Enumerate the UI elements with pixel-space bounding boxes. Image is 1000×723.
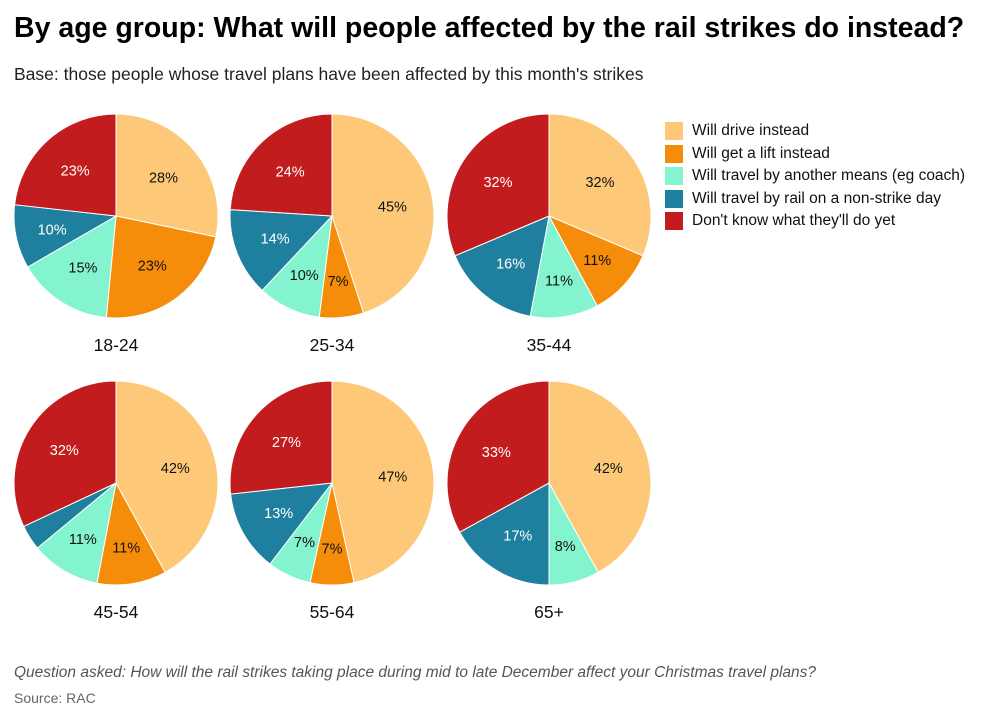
slice-data-label: 15% <box>68 261 97 277</box>
pie-slice-rail-non-strike[interactable] <box>458 482 550 586</box>
pie-chart-35-44: 32% 11% 11% 16% 32% 35-44 <box>446 113 652 355</box>
pie-slice-drive[interactable] <box>548 380 652 574</box>
pie-slice-dont-know[interactable] <box>229 380 333 495</box>
pie-age-group-label: 65+ <box>534 602 564 622</box>
legend-swatch-lift <box>665 144 683 163</box>
slice-data-label: 24% <box>276 164 305 180</box>
slice-data-label: 33% <box>482 445 511 461</box>
pie-slice-dont-know[interactable] <box>229 113 333 217</box>
legend-swatch-other-means <box>665 167 683 186</box>
pie-chart-25-34: 45% 7% 10% 14% 24% 25-34 <box>229 113 435 355</box>
pie-slice-dont-know[interactable] <box>14 113 117 217</box>
slice-data-label: 16% <box>496 257 525 273</box>
pie-chart-18-24: 28% 23% 15% 10% 23% 18-24 <box>13 113 219 355</box>
pie-slice-rail-non-strike[interactable] <box>454 215 550 317</box>
legend-label: Will travel by another means (eg coach) <box>692 167 966 185</box>
slice-data-label: 11% <box>583 253 611 269</box>
pie-age-group-label: 18-24 <box>94 335 139 355</box>
pie-chart-65+: 42% 8% 17% 33% 65+ <box>446 380 652 622</box>
pie-slice-dont-know[interactable] <box>446 113 550 257</box>
pie-slice-other-means[interactable] <box>26 215 117 319</box>
chart-title: By age group: What will people affected … <box>14 12 965 44</box>
pie-slice-dont-know[interactable] <box>13 380 117 528</box>
slice-data-label: 42% <box>161 461 190 477</box>
pie-chart-45-54: 42% 11% 11% 32% 45-54 <box>13 380 219 622</box>
pie-slice-dont-know[interactable] <box>446 380 550 533</box>
slice-data-label: 17% <box>503 529 532 545</box>
pie-slice-drive[interactable] <box>331 113 435 314</box>
pie-age-group-label: 35-44 <box>527 335 572 355</box>
slice-data-label: 23% <box>61 163 90 179</box>
slice-data-label: 42% <box>594 461 623 477</box>
slice-data-label: 8% <box>555 539 576 555</box>
slice-data-label: 45% <box>378 199 407 215</box>
source-note: Source: RAC <box>14 690 96 706</box>
slice-data-label: 27% <box>272 435 301 451</box>
slice-data-label: 11% <box>112 541 140 557</box>
pie-slice-lift[interactable] <box>547 214 644 307</box>
legend-item-drive[interactable]: Will drive instead <box>665 120 965 143</box>
pie-chart-55-64: 47%7%7%13%27%55-64 <box>229 380 435 622</box>
slice-data-label: 11% <box>69 532 97 548</box>
pie-slice-lift[interactable] <box>96 481 166 586</box>
slice-data-label: 28% <box>149 170 178 186</box>
slice-data-label: 32% <box>483 175 512 191</box>
legend-swatch-rail-non-strike <box>665 189 683 208</box>
slice-data-label: 13% <box>264 506 293 522</box>
pie-slice-drive[interactable] <box>115 113 219 238</box>
legend-label: Will get a lift instead <box>692 144 830 162</box>
legend-label: Don't know what they'll do yet <box>692 212 896 230</box>
slice-data-label: 10% <box>290 268 319 284</box>
legend-label: Will travel by rail on a non-strike day <box>692 189 941 207</box>
legend-item-other-means[interactable]: Will travel by another means (eg coach) <box>665 165 965 188</box>
question-footnote: Question asked: How will the rail strike… <box>14 664 817 681</box>
slice-data-label: 7% <box>294 535 315 551</box>
slice-data-label: 32% <box>585 175 614 191</box>
slice-data-label: 10% <box>38 222 67 238</box>
slice-data-label: 7% <box>328 274 349 290</box>
legend: Will drive instead Will get a lift inste… <box>665 120 965 233</box>
legend-item-rail-non-strike[interactable]: Will travel by rail on a non-strike day <box>665 188 965 211</box>
pie-slice-lift[interactable] <box>105 215 217 319</box>
pie-age-group-label: 25-34 <box>310 335 355 355</box>
pie-slice-drive[interactable] <box>331 380 435 584</box>
slice-data-label: 7% <box>322 541 343 557</box>
chart-subtitle: Base: those people whose travel plans ha… <box>14 64 644 84</box>
pie-age-group-label: 55-64 <box>310 602 355 622</box>
pie-slice-drive[interactable] <box>115 380 219 574</box>
pie-slice-drive[interactable] <box>548 113 652 257</box>
slice-data-label: 47% <box>378 469 407 485</box>
slice-data-label: 14% <box>261 232 290 248</box>
pie-slice-rail-non-strike[interactable] <box>230 482 334 565</box>
pie-slice-rail-non-strike[interactable] <box>229 209 334 292</box>
legend-label: Will drive instead <box>692 122 810 140</box>
legend-item-lift[interactable]: Will get a lift instead <box>665 143 965 166</box>
legend-swatch-dont-know <box>665 212 683 231</box>
slice-data-label: 32% <box>50 443 79 459</box>
pie-age-group-label: 45-54 <box>94 602 139 622</box>
legend-item-dont-know[interactable]: Don't know what they'll do yet <box>665 210 965 233</box>
pie-slice-other-means[interactable] <box>36 481 117 584</box>
slice-data-label: 23% <box>138 258 167 274</box>
pie-slice-other-means[interactable] <box>529 214 598 319</box>
slice-data-label: 11% <box>545 274 573 290</box>
legend-swatch-drive <box>665 122 683 141</box>
